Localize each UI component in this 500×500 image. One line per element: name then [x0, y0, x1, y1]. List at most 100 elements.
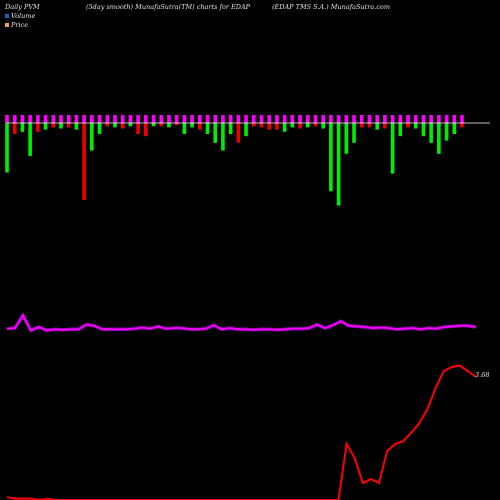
- volume-bar: [174, 123, 179, 126]
- volume-bar: [90, 123, 94, 151]
- volume-bar: [159, 123, 164, 127]
- volume-bar: [259, 123, 264, 128]
- volume-bar-cap: [352, 115, 356, 123]
- volume-bar-cap: [275, 115, 279, 123]
- volume-bar-cap: [444, 115, 449, 123]
- volume-bar-cap: [90, 115, 94, 123]
- volume-bar-cap: [298, 115, 302, 123]
- volume-bar-cap: [182, 115, 187, 123]
- legend-volume-swatch: [5, 14, 9, 18]
- volume-bar-cap: [413, 115, 418, 123]
- legend-price-label: Price: [11, 21, 29, 29]
- volume-bar-cap: [213, 115, 218, 123]
- volume-bar: [460, 123, 464, 128]
- volume-bar-cap: [344, 115, 349, 123]
- volume-bar: [205, 123, 210, 134]
- volume-bar-cap: [120, 115, 125, 123]
- volume-bar-cap: [244, 115, 248, 123]
- volume-bar-cap: [43, 115, 48, 123]
- legend-volume-label: Volume: [11, 12, 36, 20]
- volume-bar-cap: [190, 115, 194, 123]
- volume-bar: [359, 123, 364, 128]
- volume-bar: [251, 123, 256, 127]
- volume-bar: [398, 123, 403, 137]
- volume-bar: [367, 123, 372, 128]
- volume-bar: [275, 123, 279, 130]
- volume-bar-cap: [452, 115, 457, 123]
- volume-bar: [336, 123, 341, 206]
- volume-bar: [290, 123, 295, 128]
- volume-bar-cap: [305, 115, 310, 123]
- volume-bar: [190, 123, 194, 128]
- volume-bar: [344, 123, 349, 154]
- legend-volume: Volume: [5, 12, 35, 20]
- volume-bar-cap: [437, 115, 441, 123]
- volume-bar-cap: [406, 115, 410, 123]
- volume-bar: [136, 123, 140, 134]
- volume-bar-cap: [5, 115, 9, 123]
- volume-bar-cap: [390, 115, 395, 123]
- volume-bar: [267, 123, 271, 130]
- volume-bar-cap: [398, 115, 403, 123]
- volume-bar-cap: [28, 115, 32, 123]
- volume-bar-cap: [460, 115, 464, 123]
- legend-price-swatch: [5, 23, 9, 27]
- volume-bar: [244, 123, 248, 137]
- volume-bar: [452, 123, 457, 134]
- pvm-series-line: [6, 313, 477, 332]
- volume-bar-cap: [12, 115, 17, 123]
- volume-bar-cap: [36, 115, 40, 123]
- volume-bar: [82, 123, 86, 200]
- volume-bar: [444, 123, 449, 141]
- volume-bar: [390, 123, 395, 174]
- volume-bar: [128, 123, 133, 127]
- volume-bar-cap: [59, 115, 63, 123]
- volume-bar-cap: [159, 115, 164, 123]
- volume-bar-cap: [321, 115, 325, 123]
- volume-bar: [59, 123, 63, 129]
- volume-bar-cap: [313, 115, 318, 123]
- volume-bar-cap: [113, 115, 117, 123]
- volume-bar: [198, 123, 202, 130]
- volume-bar-cap: [136, 115, 140, 123]
- volume-bar: [28, 123, 32, 156]
- legend-price: Price: [5, 21, 28, 29]
- volume-bar-cap: [174, 115, 179, 123]
- volume-bar: [321, 123, 325, 129]
- volume-bar-cap: [105, 115, 110, 123]
- volume-bar: [167, 123, 171, 128]
- volume-bar: [313, 123, 318, 127]
- volume-bar: [113, 123, 117, 128]
- price-series-line: [6, 364, 477, 500]
- volume-bar-cap: [383, 115, 387, 123]
- volume-bar: [305, 123, 310, 128]
- volume-bar-cap: [167, 115, 171, 123]
- volume-bar: [375, 123, 379, 130]
- volume-bar-cap: [267, 115, 271, 123]
- volume-bar-cap: [144, 115, 148, 123]
- volume-bar-cap: [421, 115, 426, 123]
- volume-bar-cap: [82, 115, 86, 123]
- volume-bar: [352, 123, 356, 143]
- volume-bar-cap: [236, 115, 241, 123]
- volume-bar: [144, 123, 148, 137]
- volume-bar: [298, 123, 302, 129]
- volume-bar-cap: [359, 115, 364, 123]
- volume-bar: [182, 123, 187, 134]
- volume-bar: [43, 123, 48, 130]
- volume-bar: [12, 123, 17, 134]
- volume-bar: [74, 123, 79, 130]
- volume-bar: [329, 123, 333, 192]
- volume-bar-cap: [20, 115, 25, 123]
- price-value-label: 3.68: [475, 371, 489, 379]
- volume-bar: [120, 123, 125, 129]
- volume-bar: [66, 123, 71, 128]
- volume-bar-cap: [259, 115, 264, 123]
- volume-bar-cap: [367, 115, 372, 123]
- volume-bar-cap: [375, 115, 379, 123]
- volume-bar: [282, 123, 287, 132]
- volume-bar-cap: [329, 115, 333, 123]
- volume-bar: [228, 123, 233, 134]
- volume-bars: [5, 115, 464, 206]
